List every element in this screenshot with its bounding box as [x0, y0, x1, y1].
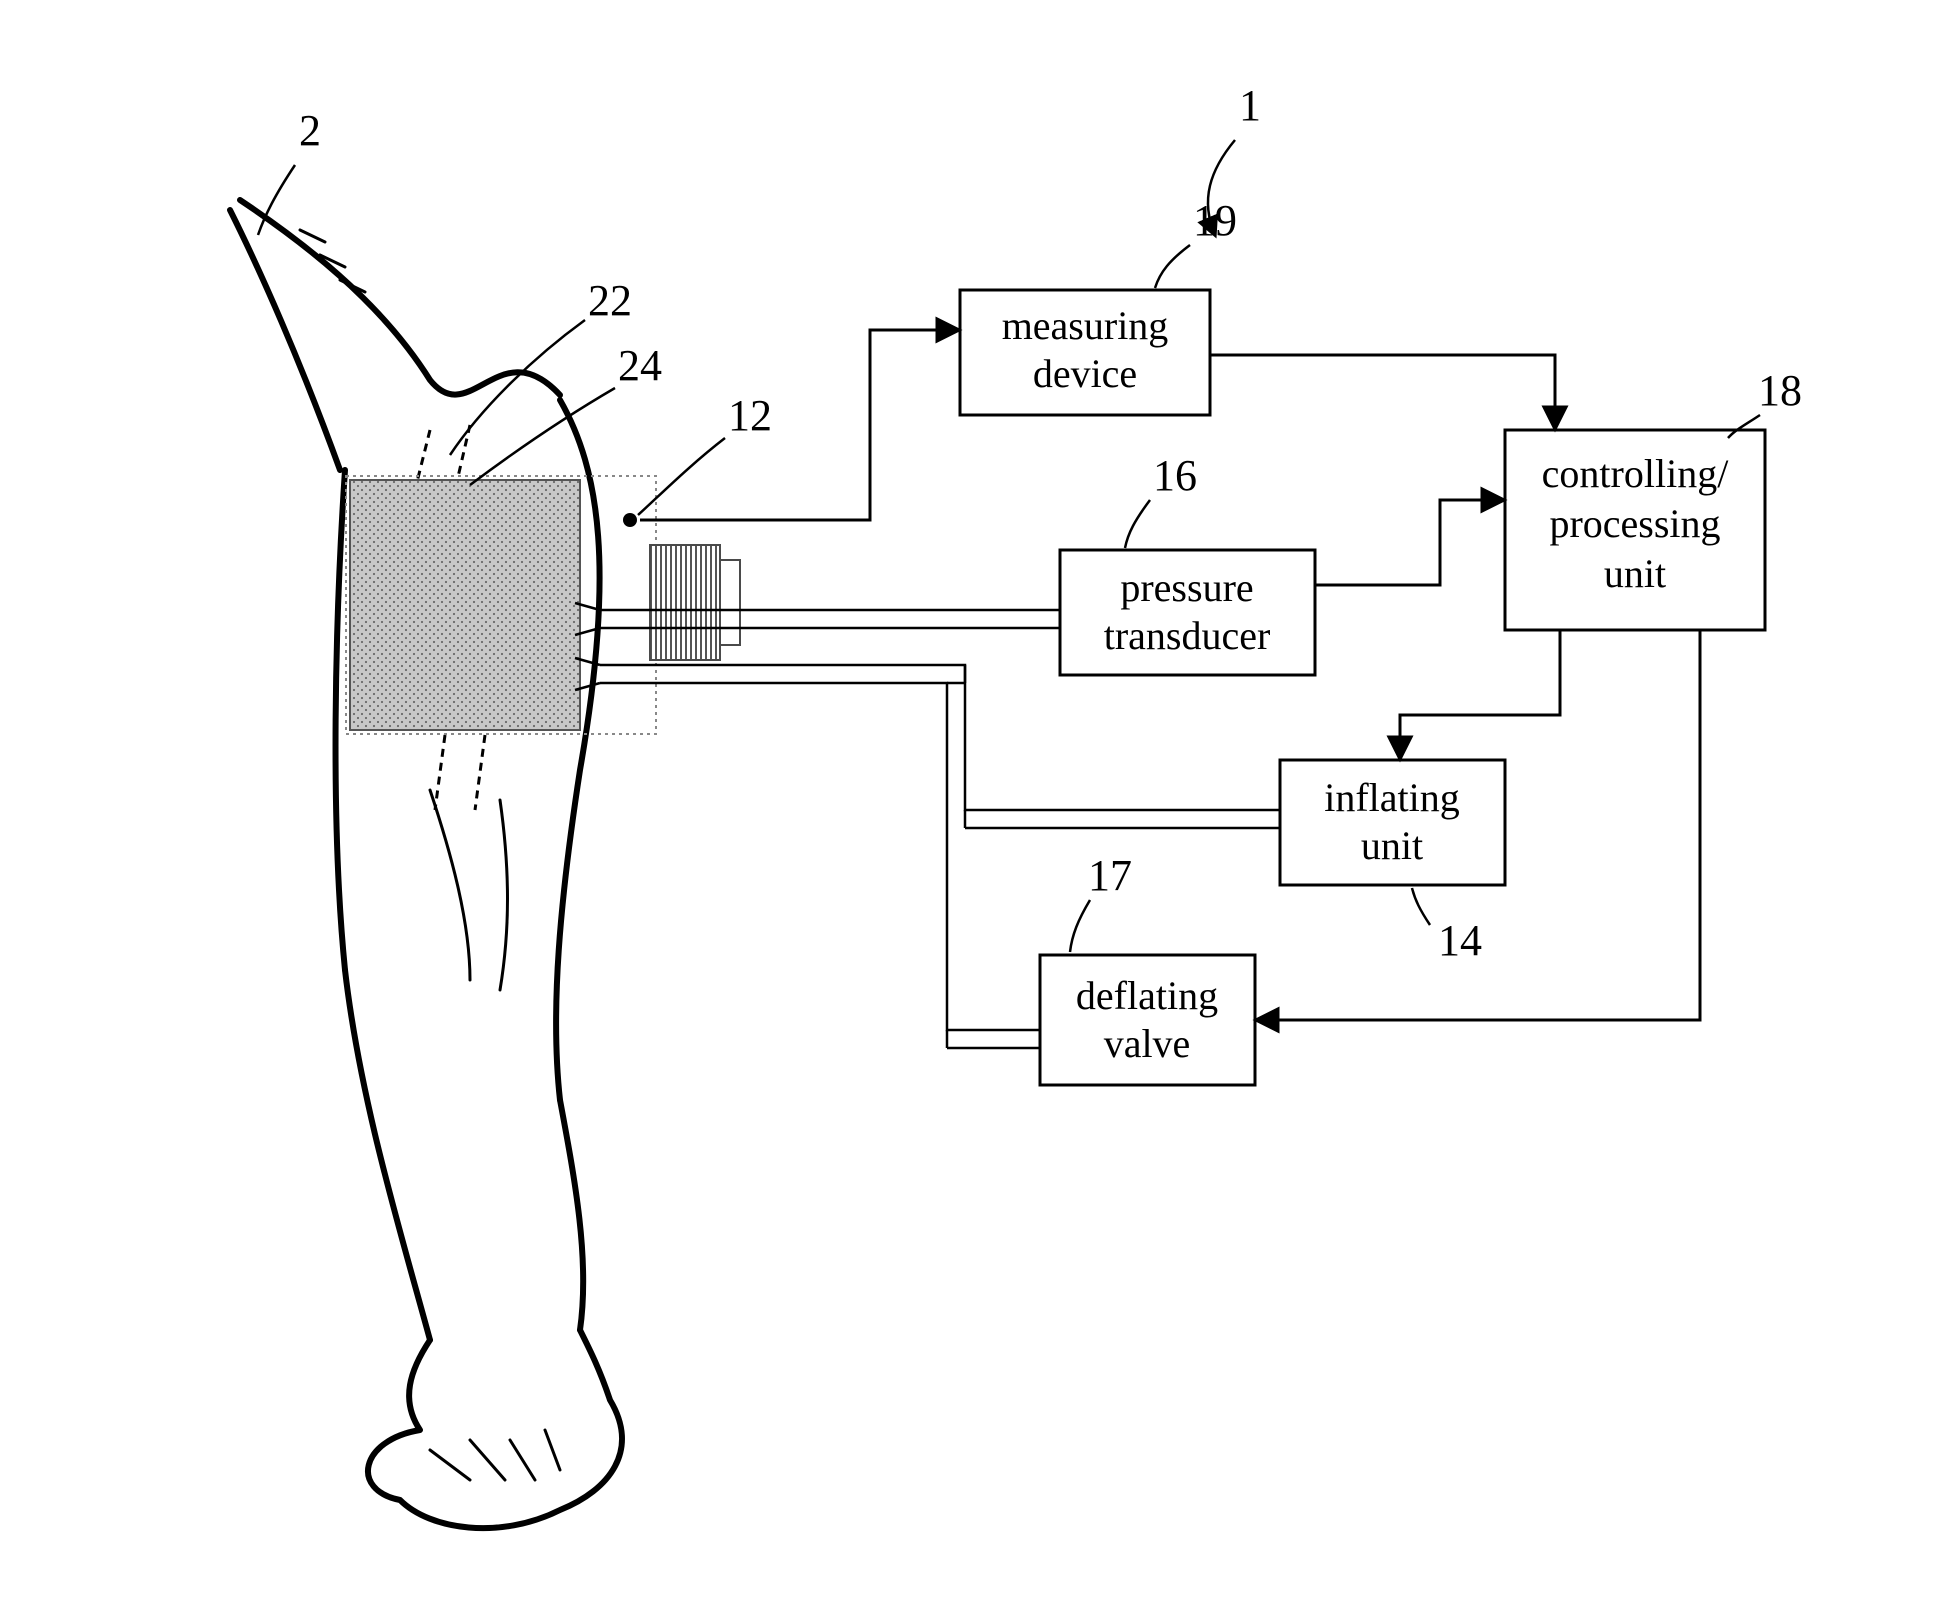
lead-19 — [1155, 245, 1190, 288]
inflating-unit-box: inflating unit — [1280, 760, 1505, 885]
inflating-unit-label1: inflating — [1324, 775, 1460, 820]
deflating-valve-box: deflating valve — [1040, 955, 1255, 1085]
controlling-unit-label2: processing — [1549, 501, 1720, 546]
ref-17: 17 — [1088, 851, 1132, 900]
edge-sensor-to-measuring — [640, 330, 958, 520]
lead-17 — [1070, 900, 1090, 952]
ref-18: 18 — [1758, 366, 1802, 415]
ref-16: 16 — [1153, 451, 1197, 500]
ref-1: 1 — [1239, 81, 1261, 130]
measuring-device-box: measuring device — [960, 290, 1210, 415]
ref-14: 14 — [1438, 916, 1482, 965]
deflating-valve-label2: valve — [1104, 1021, 1191, 1066]
controlling-unit-box: controlling/ processing unit — [1505, 430, 1765, 630]
ref-12: 12 — [728, 391, 772, 440]
lead-14 — [1412, 888, 1430, 925]
inflating-unit-label2: unit — [1361, 823, 1423, 868]
ref-2: 2 — [299, 106, 321, 155]
controlling-unit-label3: unit — [1604, 551, 1666, 596]
pressure-transducer-box: pressure transducer — [1060, 550, 1315, 675]
ref-22: 22 — [588, 276, 632, 325]
edge-pressure-to-controller — [1315, 500, 1503, 585]
edge-controller-to-inflating — [1400, 630, 1560, 758]
cuff-fastener — [650, 545, 720, 660]
measuring-device-label2: device — [1033, 351, 1137, 396]
lead-12 — [638, 438, 725, 515]
pressure-transducer-label1: pressure — [1120, 565, 1253, 610]
controlling-unit-label1: controlling/ — [1542, 451, 1730, 496]
cuff — [350, 480, 580, 730]
ref-19: 19 — [1193, 196, 1237, 245]
lead-16 — [1125, 500, 1150, 548]
measuring-device-label1: measuring — [1002, 303, 1169, 348]
pressure-transducer-label2: transducer — [1104, 613, 1271, 658]
edge-measuring-to-controller — [1210, 355, 1555, 428]
sensor-dot — [623, 513, 637, 527]
ref-24: 24 — [618, 341, 662, 390]
deflating-valve-label1: deflating — [1076, 973, 1218, 1018]
